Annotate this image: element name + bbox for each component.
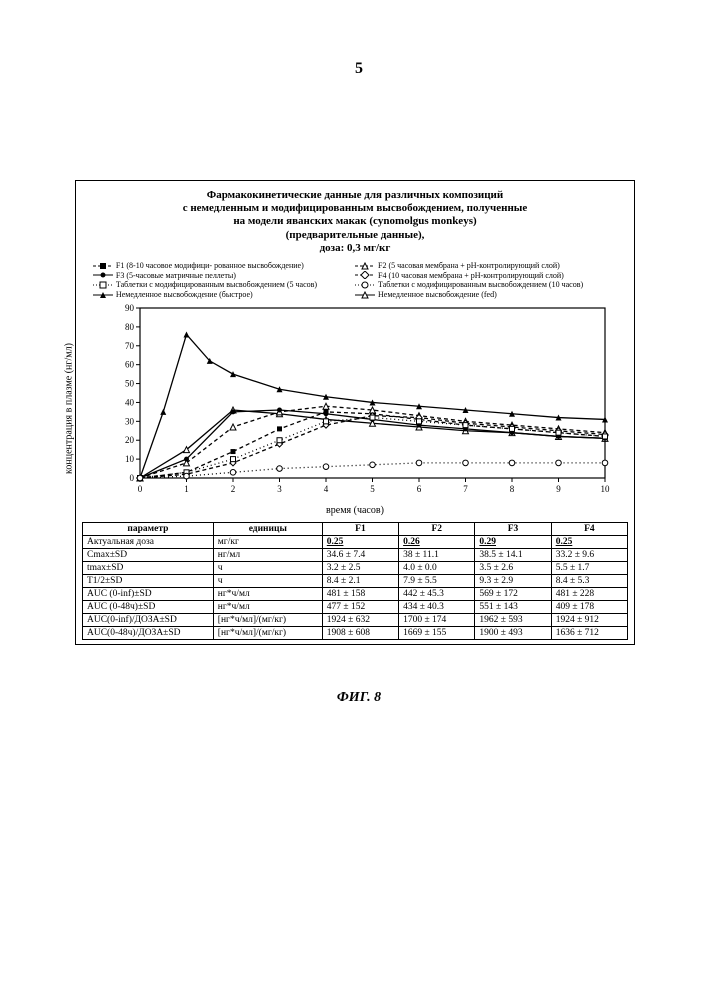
legend-item: Немедленное высвобождение (fed) bbox=[355, 290, 617, 300]
table-row: T1/2±SDч8.4 ± 2.17.9 ± 5.59.3 ± 2.98.4 ±… bbox=[83, 575, 628, 588]
legend-item: F4 (10 часовая мембрана + pH-контролирую… bbox=[355, 271, 617, 281]
title-line: с немедленным и модифицированным высвобо… bbox=[82, 202, 628, 215]
legend-item: F3 (5-часовые матричные пеллеты) bbox=[93, 271, 355, 281]
page-number: 5 bbox=[355, 60, 363, 78]
legend-label: F1 (8-10 часовое модифици- рованное высв… bbox=[116, 261, 304, 271]
svg-text:10: 10 bbox=[601, 484, 611, 494]
legend-item: Таблетки с модифицированным высвобождени… bbox=[355, 280, 617, 290]
svg-text:6: 6 bbox=[417, 484, 422, 494]
title-line: доза: 0,3 мг/кг bbox=[82, 242, 628, 255]
svg-text:4: 4 bbox=[324, 484, 329, 494]
title-line: Фармакокинетические данные для различных… bbox=[82, 189, 628, 202]
svg-text:2: 2 bbox=[231, 484, 236, 494]
legend-item: F2 (5 часовая мембрана + pH-контролирующ… bbox=[355, 261, 617, 271]
legend-label: F2 (5 часовая мембрана + pH-контролирующ… bbox=[378, 261, 560, 271]
legend-item: Таблетки с модифицированным высвобождени… bbox=[93, 280, 355, 290]
table-row: AUC(0-inf)/ДОЗА±SD[нг*ч/мл]/(мг/кг)1924 … bbox=[83, 614, 628, 627]
table-row: Актуальная дозамг/кг0.250.260.290.25 bbox=[83, 536, 628, 549]
legend-label: Таблетки с модифицированным высвобождени… bbox=[378, 280, 583, 290]
svg-text:70: 70 bbox=[125, 341, 135, 351]
table-row: AUC (0-inf)±SDнг*ч/мл481 ± 158442 ± 45.3… bbox=[83, 588, 628, 601]
table-row: tmax±SDч3.2 ± 2.54.0 ± 0.03.5 ± 2.65.5 ±… bbox=[83, 562, 628, 575]
svg-text:10: 10 bbox=[125, 454, 135, 464]
figure-panel: Фармакокинетические данные для различных… bbox=[75, 180, 635, 645]
svg-text:9: 9 bbox=[556, 484, 561, 494]
title-line: на модели яванских макак (cynomolgus mon… bbox=[82, 215, 628, 228]
line-chart: 0 10 20 30 40 50 60 70 80 90 0 1 2 3 4 5 6 7 8 9 10 bbox=[95, 303, 615, 503]
legend-label: F3 (5-часовые матричные пеллеты) bbox=[116, 271, 236, 281]
legend-label: Немедленное высвобождение (быстрое) bbox=[116, 290, 253, 300]
svg-text:90: 90 bbox=[125, 303, 135, 313]
svg-text:3: 3 bbox=[277, 484, 282, 494]
svg-text:1: 1 bbox=[184, 484, 189, 494]
chart-area: концентрация в плазме (нг/мл) 0102030405… bbox=[95, 303, 615, 503]
x-axis-label: время (часов) bbox=[82, 505, 628, 516]
svg-text:60: 60 bbox=[125, 360, 135, 370]
svg-text:20: 20 bbox=[125, 436, 135, 446]
figure-caption: ФИГ. 8 bbox=[337, 690, 381, 706]
title-line: (предварительные данные), bbox=[82, 229, 628, 242]
table-row: AUC (0-48ч)±SDнг*ч/мл477 ± 152434 ± 40.3… bbox=[83, 601, 628, 614]
legend-label: F4 (10 часовая мембрана + pH-контролирую… bbox=[378, 271, 564, 281]
legend-item: Немедленное высвобождение (быстрое) bbox=[93, 290, 355, 300]
pk-table: параметрединицыF1F2F3F4Актуальная дозамг… bbox=[82, 522, 628, 640]
svg-text:8: 8 bbox=[510, 484, 515, 494]
svg-text:80: 80 bbox=[125, 322, 135, 332]
svg-text:0: 0 bbox=[130, 473, 135, 483]
svg-text:5: 5 bbox=[370, 484, 375, 494]
table-row: Cmax±SDнг/мл34.6 ± 7.438 ± 11.138.5 ± 14… bbox=[83, 549, 628, 562]
legend-label: Таблетки с модифицированным высвобождени… bbox=[116, 280, 317, 290]
y-axis-label: концентрация в плазме (нг/мл) bbox=[64, 309, 75, 509]
svg-text:0: 0 bbox=[138, 484, 143, 494]
legend: F1 (8-10 часовое модифици- рованное высв… bbox=[93, 261, 617, 299]
svg-text:30: 30 bbox=[125, 417, 135, 427]
legend-label: Немедленное высвобождение (fed) bbox=[378, 290, 497, 300]
legend-item: F1 (8-10 часовое модифици- рованное высв… bbox=[93, 261, 355, 271]
svg-text:50: 50 bbox=[125, 379, 135, 389]
chart-title: Фармакокинетические данные для различных… bbox=[82, 189, 628, 255]
table-row: AUC(0-48ч)/ДОЗА±SD[нг*ч/мл]/(мг/кг)1908 … bbox=[83, 627, 628, 640]
svg-text:7: 7 bbox=[463, 484, 468, 494]
svg-text:40: 40 bbox=[125, 398, 135, 408]
